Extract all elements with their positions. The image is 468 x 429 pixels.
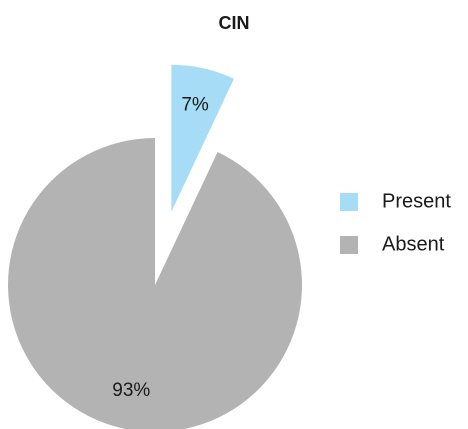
data-label: 7%	[181, 95, 209, 116]
legend-swatch	[340, 236, 358, 254]
legend-swatch	[340, 193, 358, 211]
pie-slice	[8, 138, 302, 429]
legend-label: Absent	[382, 233, 445, 255]
pie-slice	[171, 64, 234, 212]
chart-title: CIN	[219, 13, 250, 33]
data-label: 93%	[112, 380, 150, 401]
legend-label: Present	[382, 190, 451, 212]
